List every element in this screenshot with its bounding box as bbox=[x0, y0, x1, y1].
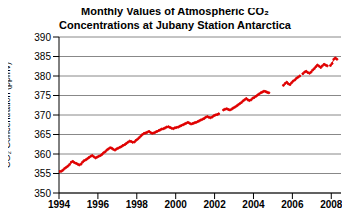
svg-text:360: 360 bbox=[34, 149, 51, 160]
svg-text:2000: 2000 bbox=[165, 199, 188, 208]
svg-text:1996: 1996 bbox=[87, 199, 110, 208]
svg-text:380: 380 bbox=[34, 71, 51, 82]
svg-text:355: 355 bbox=[34, 168, 51, 179]
svg-text:2008: 2008 bbox=[320, 199, 342, 208]
svg-text:365: 365 bbox=[34, 129, 51, 140]
html-text:Monthly Values of Atmospheric: Monthly Values of Atmospheric CO₂ Concen… bbox=[59, 5, 291, 31]
svg-text:CO₂ Concentration (ppmv): CO₂ Concentration (ppmv) bbox=[8, 62, 12, 168]
svg-text:2004: 2004 bbox=[242, 199, 265, 208]
svg-text:1994: 1994 bbox=[48, 199, 71, 208]
svg-text:390: 390 bbox=[34, 32, 51, 43]
svg-text:1998: 1998 bbox=[126, 199, 149, 208]
svg-text:2002: 2002 bbox=[203, 199, 226, 208]
svg-text:385: 385 bbox=[34, 51, 51, 62]
svg-text:2006: 2006 bbox=[281, 199, 304, 208]
svg-text:370: 370 bbox=[34, 110, 51, 121]
svg-text:375: 375 bbox=[34, 90, 51, 101]
svg-text:350: 350 bbox=[34, 188, 51, 199]
